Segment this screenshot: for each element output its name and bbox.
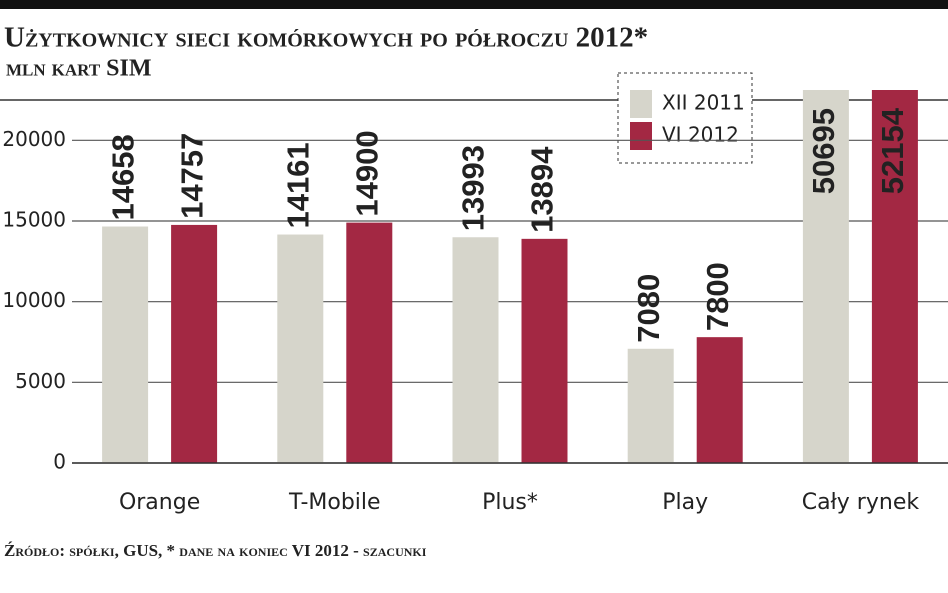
- top-band: [0, 0, 948, 9]
- x-tick-label: T-Mobile: [288, 490, 381, 515]
- legend-swatch: [630, 122, 652, 150]
- y-tick-label: 5000: [15, 369, 66, 393]
- legend-label: VI 2012: [662, 123, 739, 147]
- value-label: 14757: [174, 133, 209, 219]
- chart-subtitle: mln kart SIM: [6, 56, 152, 82]
- x-tick-label: Plus*: [482, 490, 538, 515]
- value-label: 13894: [525, 146, 560, 233]
- y-tick-label: 0: [53, 450, 66, 474]
- bar: [346, 222, 393, 463]
- y-tick-label: 20000: [2, 127, 66, 151]
- value-label: 52154: [875, 107, 910, 194]
- bar: [521, 238, 568, 463]
- bar: [452, 237, 499, 463]
- legend-swatch: [630, 90, 652, 118]
- bar: [277, 234, 324, 463]
- bar: [696, 337, 743, 463]
- value-label: 14658: [105, 134, 140, 220]
- source-note: Źródło: spółki, GUS, * dane na koniec VI…: [4, 541, 427, 560]
- x-tick-label: Cały rynek: [802, 490, 920, 515]
- value-label: 50695: [806, 108, 841, 194]
- chart-title: Użytkownicy sieci komórkowych po półrocz…: [4, 22, 648, 54]
- bar: [871, 90, 918, 463]
- legend-label: XII 2011: [662, 91, 745, 115]
- legend: XII 2011 VI 2012: [617, 72, 753, 164]
- value-label: 13993: [456, 145, 491, 231]
- bar: [102, 226, 149, 463]
- bar: [171, 224, 218, 463]
- value-label: 7080: [631, 274, 666, 343]
- bar: [802, 90, 849, 463]
- value-label: 14900: [349, 130, 384, 216]
- y-tick-label: 15000: [2, 208, 66, 232]
- bars: [102, 90, 918, 463]
- y-tick-label: 10000: [2, 288, 66, 312]
- value-label: 14161: [280, 142, 315, 228]
- x-tick-label: Play: [662, 490, 708, 515]
- x-tick-label: Orange: [119, 490, 200, 515]
- value-label: 7800: [700, 262, 735, 331]
- bar: [627, 348, 674, 463]
